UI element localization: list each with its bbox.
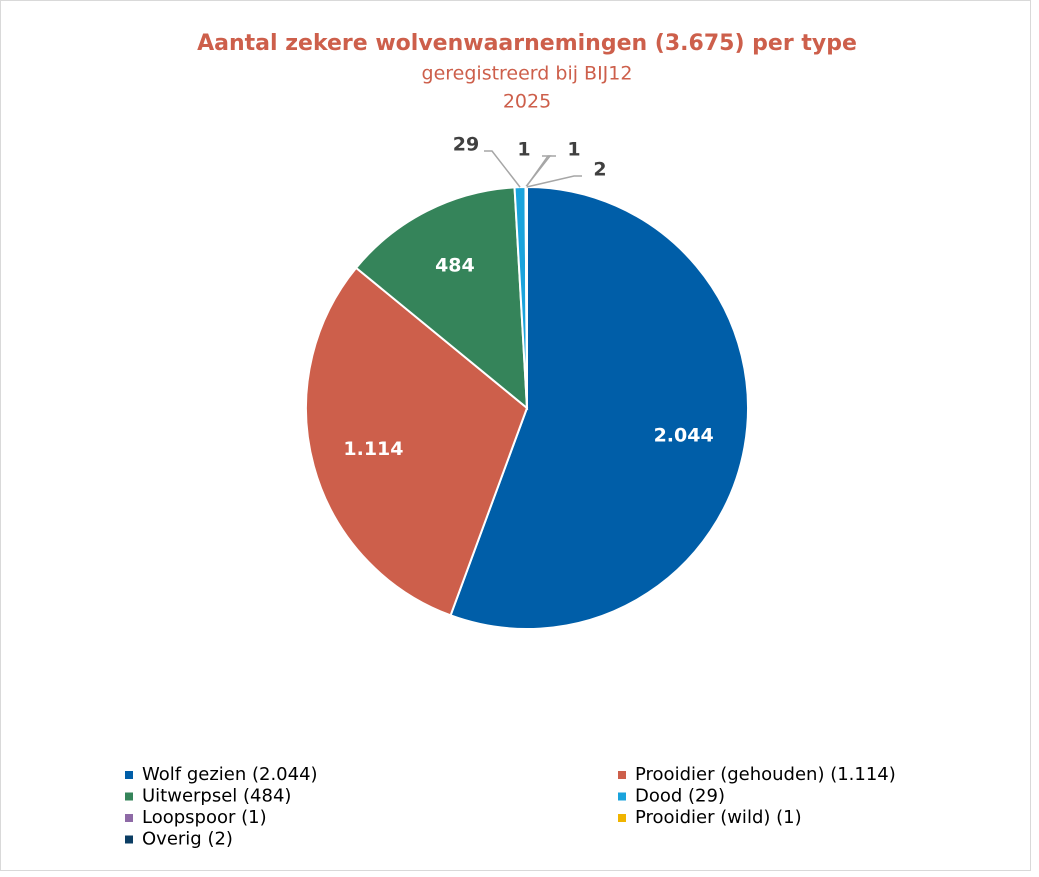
legend-swatch <box>618 792 626 801</box>
legend-swatch <box>125 814 133 822</box>
legend-label: Overig (2) <box>142 829 233 850</box>
chart-subtitle: 2025 <box>503 91 551 113</box>
data-label: 484 <box>435 255 475 277</box>
chart-title: Aantal zekere wolvenwaarnemingen (3.675)… <box>197 31 857 56</box>
data-label: 1 <box>517 139 530 161</box>
leader-line <box>525 155 556 188</box>
legend-swatch <box>125 792 133 801</box>
legend-swatch <box>618 771 626 779</box>
legend-label: Loopspoor (1) <box>142 807 267 828</box>
data-label: 2.044 <box>654 424 714 446</box>
pie-slice <box>449 185 749 630</box>
legend-swatch <box>618 814 626 822</box>
data-label: 1 <box>567 139 580 161</box>
legend-swatch <box>125 771 133 779</box>
legend-label: Uitwerpsel (484) <box>142 786 291 807</box>
legend-label: Prooidier (gehouden) (1.114) <box>635 764 896 785</box>
legend-label: Prooidier (wild) (1) <box>635 807 802 828</box>
pie-slice <box>354 186 529 411</box>
legend-swatch <box>125 835 133 844</box>
data-label: 2 <box>593 159 606 181</box>
legend-label: Dood (29) <box>635 786 725 807</box>
leader-line <box>526 175 582 188</box>
pie-slice <box>525 185 528 409</box>
pie-slice <box>305 266 529 617</box>
leader-line <box>484 150 521 188</box>
legend-label: Wolf gezien (2.044) <box>142 764 318 785</box>
data-label: 29 <box>453 134 479 156</box>
data-label: 1.114 <box>343 438 403 460</box>
chart-subtitle: geregistreerd bij BIJ12 <box>422 63 633 85</box>
